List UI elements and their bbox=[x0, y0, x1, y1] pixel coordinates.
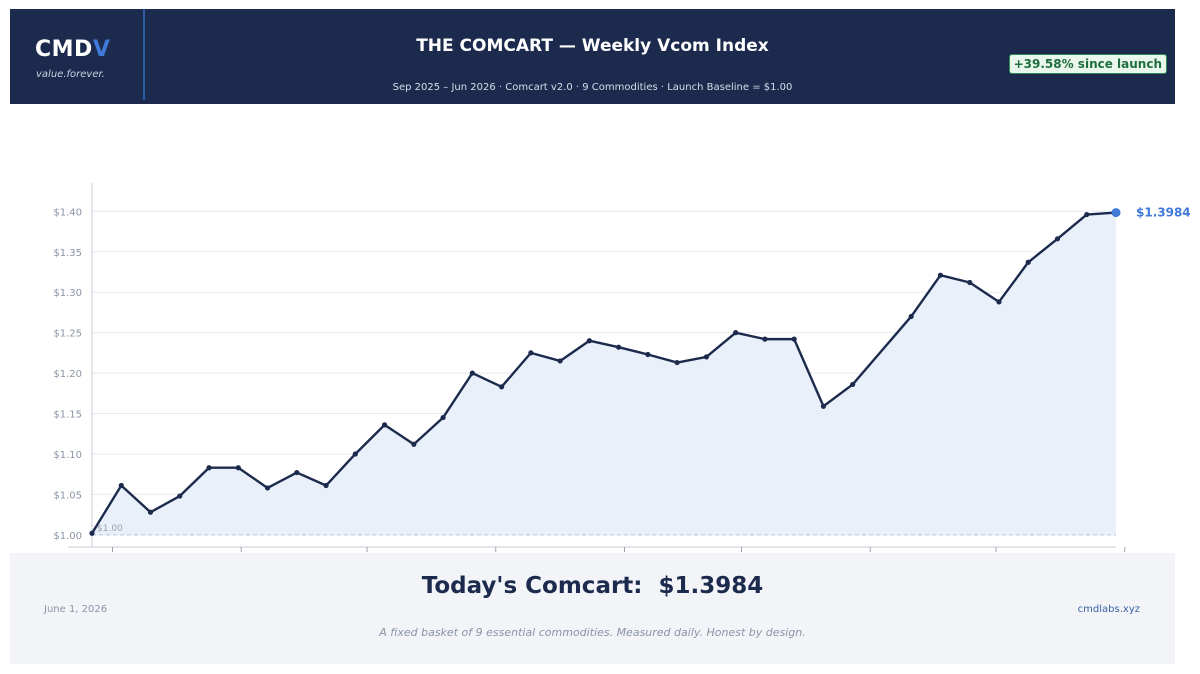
y-tick-label: $1.35 bbox=[53, 248, 82, 259]
y-tick-label: $1.40 bbox=[53, 207, 82, 218]
data-point bbox=[352, 451, 358, 457]
y-tick-label: $1.30 bbox=[53, 288, 82, 299]
data-point bbox=[469, 370, 475, 376]
data-point bbox=[1084, 211, 1090, 218]
today-value: Today's Comcart: $1.3984 bbox=[421, 573, 764, 599]
y-tick-label: $1.10 bbox=[53, 450, 82, 461]
data-point bbox=[820, 403, 827, 409]
header-banner: CMDV value.forever. THE COMCART — Weekly… bbox=[10, 9, 1175, 104]
footer-note: A fixed basket of 9 essential commoditie… bbox=[379, 626, 806, 639]
growth-badge: +39.58% since launch bbox=[1008, 54, 1167, 74]
chart-title: THE COMCART — Weekly Vcom Index bbox=[416, 36, 769, 56]
data-point bbox=[147, 509, 154, 515]
data-point bbox=[557, 358, 563, 364]
data-point bbox=[762, 336, 768, 342]
data-point bbox=[703, 354, 710, 360]
brand-accent: V bbox=[92, 37, 111, 62]
data-point bbox=[264, 485, 271, 491]
y-tick-label: $1.15 bbox=[53, 410, 82, 421]
brand-logo: CMDV bbox=[35, 37, 110, 62]
data-point bbox=[528, 350, 534, 356]
data-point bbox=[937, 272, 944, 278]
y-tick-label: $1.00 bbox=[53, 531, 82, 542]
data-point bbox=[381, 422, 388, 428]
data-point bbox=[323, 482, 329, 489]
data-point bbox=[1025, 259, 1031, 265]
site-link[interactable]: cmdlabs.xyz bbox=[1077, 604, 1140, 615]
data-point bbox=[791, 336, 797, 342]
data-point bbox=[118, 482, 124, 489]
data-point bbox=[235, 465, 241, 471]
data-point bbox=[89, 530, 95, 536]
data-point bbox=[674, 359, 680, 366]
data-point bbox=[206, 465, 212, 471]
data-point bbox=[908, 313, 914, 320]
data-point bbox=[645, 351, 651, 358]
y-tick-label: $1.25 bbox=[53, 329, 82, 340]
brand-tagline: value.forever. bbox=[36, 69, 105, 80]
brand-main: CMD bbox=[35, 37, 93, 62]
data-point bbox=[850, 381, 856, 388]
y-tick-label: $1.05 bbox=[53, 490, 82, 501]
area-fill bbox=[92, 212, 1116, 535]
header-divider bbox=[143, 9, 145, 100]
data-point bbox=[616, 344, 622, 350]
baseline-label: $1.00 bbox=[97, 524, 123, 534]
data-point bbox=[294, 469, 300, 476]
data-point bbox=[733, 330, 739, 336]
end-value-label: $1.3984 bbox=[1136, 206, 1191, 220]
data-point bbox=[1054, 236, 1061, 242]
end-point bbox=[1111, 208, 1121, 218]
data-point bbox=[411, 441, 417, 447]
data-point bbox=[177, 493, 183, 499]
data-point bbox=[499, 384, 505, 390]
chart-subtitle: Sep 2025 – Jun 2026 · Comcart v2.0 · 9 C… bbox=[392, 82, 793, 93]
today-date: June 1, 2026 bbox=[44, 604, 108, 615]
y-tick-label: $1.20 bbox=[53, 369, 82, 380]
data-point bbox=[967, 279, 973, 286]
data-point bbox=[440, 414, 446, 421]
data-point bbox=[996, 299, 1002, 305]
data-point bbox=[586, 338, 592, 344]
footer-panel: Today's Comcart: $1.3984 June 1, 2026 cm… bbox=[10, 553, 1175, 664]
